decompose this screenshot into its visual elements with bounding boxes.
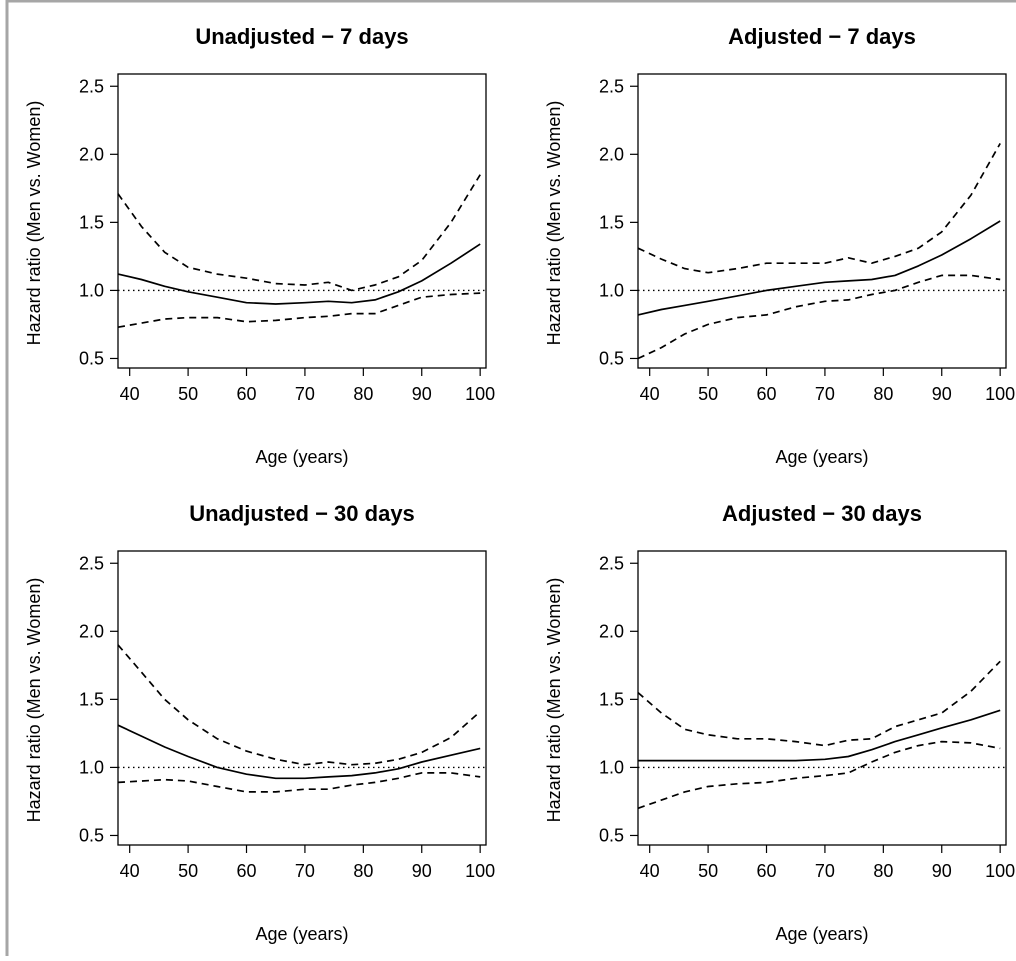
chart-panel-4: Adjusted − 30 days 40 50 60 70 80 90 100 0.5 1.0 1…: [544, 501, 1015, 944]
y-tick-label: 2.5: [599, 76, 624, 96]
y-tick-label: 0.5: [599, 825, 624, 845]
upper-ci-line: [637, 142, 1001, 274]
x-tick-label: 40: [120, 861, 140, 881]
y-tick-label: 2.0: [599, 144, 624, 164]
x-tick-label: 100: [465, 861, 495, 881]
x-tick-label: 70: [815, 384, 835, 404]
x-tick-label: 50: [698, 861, 718, 881]
chart-panel-3: Unadjusted − 30 days 40 50 60 70 80 90 100 0.5 1.…: [24, 501, 495, 944]
chart-panel-2: Adjusted − 7 days 40 50 60 70 80 90 100 0.5 1.0 1.…: [544, 24, 1015, 467]
y-tick-label: 2.5: [79, 553, 104, 573]
x-tick-label: 100: [985, 861, 1015, 881]
figure-frame: [5, 0, 1016, 961]
x-tick-label: 50: [178, 861, 198, 881]
lower-ci-line: [117, 292, 481, 329]
x-tick-label: 50: [178, 384, 198, 404]
estimate-line: [637, 220, 1001, 316]
x-tick-label: 90: [932, 861, 952, 881]
x-axis-label: Age (years): [775, 924, 868, 944]
estimate-line: [117, 724, 481, 780]
y-tick-label: 1.0: [79, 757, 104, 777]
chart-panel-1: Unadjusted − 7 days 40 50 60 70 80 90 100 0.5 1.0…: [24, 24, 495, 467]
y-tick-label: 0.5: [79, 825, 104, 845]
y-tick-label: 2.5: [79, 76, 104, 96]
x-axis-label: Age (years): [775, 447, 868, 467]
x-tick-label: 80: [353, 384, 373, 404]
x-tick-label: 70: [295, 861, 315, 881]
x-axis-label: Age (years): [255, 924, 348, 944]
y-axis-label: Hazard ratio (Men vs. Women): [544, 578, 564, 823]
x-tick-label: 90: [412, 384, 432, 404]
x-tick-label: 70: [295, 384, 315, 404]
estimate-line: [638, 709, 1001, 762]
x-tick-label: 60: [236, 861, 256, 881]
y-tick-label: 1.0: [599, 280, 624, 300]
x-tick-label: 80: [353, 861, 373, 881]
chart-title: Adjusted − 30 days: [722, 501, 922, 526]
lower-ci-line: [637, 740, 1001, 810]
y-tick-label: 1.0: [599, 757, 624, 777]
y-tick-label: 2.0: [79, 144, 104, 164]
estimate-line: [117, 243, 481, 305]
x-tick-label: 50: [698, 384, 718, 404]
y-tick-label: 1.5: [79, 689, 104, 709]
y-tick-label: 0.5: [79, 348, 104, 368]
y-tick-label: 1.0: [79, 280, 104, 300]
x-tick-label: 90: [932, 384, 952, 404]
x-tick-label: 40: [640, 861, 660, 881]
upper-ci-line: [117, 644, 481, 766]
x-tick-label: 40: [120, 384, 140, 404]
y-axis-label: Hazard ratio (Men vs. Women): [24, 101, 44, 346]
chart-title: Unadjusted − 30 days: [189, 501, 415, 526]
plot-area-border: [637, 550, 1007, 846]
x-tick-label: 100: [465, 384, 495, 404]
x-tick-label: 90: [412, 861, 432, 881]
y-tick-label: 1.5: [79, 212, 104, 232]
x-tick-label: 40: [640, 384, 660, 404]
x-tick-label: 60: [756, 861, 776, 881]
chart-title: Unadjusted − 7 days: [195, 24, 408, 49]
x-tick-label: 60: [236, 384, 256, 404]
y-tick-label: 2.5: [599, 553, 624, 573]
upper-ci-line: [117, 174, 481, 292]
y-axis-label: Hazard ratio (Men vs. Women): [24, 578, 44, 823]
plot-area-border: [117, 550, 487, 846]
x-tick-label: 60: [756, 384, 776, 404]
x-axis-label: Age (years): [255, 447, 348, 467]
plot-area-border: [117, 73, 487, 369]
x-tick-label: 80: [873, 384, 893, 404]
plot-area-border: [637, 73, 1007, 369]
y-tick-label: 2.0: [599, 621, 624, 641]
upper-ci-line: [637, 660, 1001, 747]
y-tick-label: 1.5: [599, 212, 624, 232]
x-tick-label: 100: [985, 384, 1015, 404]
x-tick-label: 70: [815, 861, 835, 881]
y-tick-label: 2.0: [79, 621, 104, 641]
lower-ci-line: [117, 772, 481, 793]
chart-title: Adjusted − 7 days: [728, 24, 916, 49]
x-tick-label: 80: [873, 861, 893, 881]
lower-ci-line: [637, 274, 1001, 360]
y-tick-label: 0.5: [599, 348, 624, 368]
y-tick-label: 1.5: [599, 689, 624, 709]
y-axis-label: Hazard ratio (Men vs. Women): [544, 101, 564, 346]
